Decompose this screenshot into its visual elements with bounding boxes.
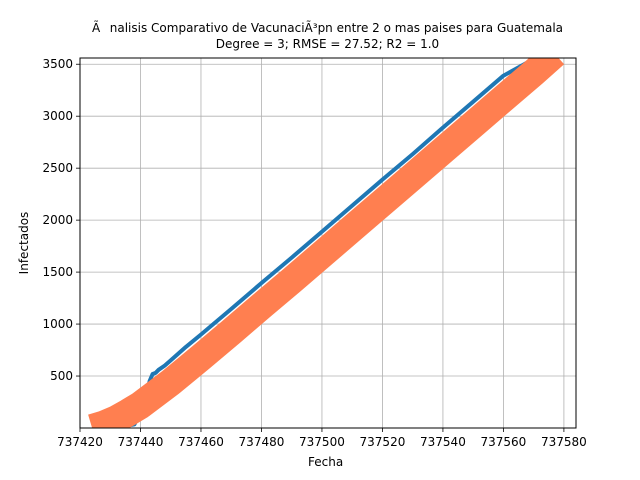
y-axis-label: Infectados [17, 211, 31, 275]
x-tick-label: 737580 [541, 435, 587, 449]
x-tick-label: 737560 [481, 435, 527, 449]
x-tick-label: 737420 [57, 435, 103, 449]
x-tick-label: 737460 [178, 435, 224, 449]
y-tick-label: 1500 [42, 265, 73, 279]
y-tick-label: 2000 [42, 213, 73, 227]
y-tick-label: 3000 [42, 109, 73, 123]
x-tick-label: 737540 [420, 435, 466, 449]
y-tick-label: 2500 [42, 161, 73, 175]
x-tick-label: 737500 [299, 435, 345, 449]
x-axis-label: Fecha [308, 455, 344, 469]
y-tick-label: 1000 [42, 317, 73, 331]
y-tick-label: 3500 [42, 57, 73, 71]
chart-title: Ãnalisis Comparativo de VacunaciÃ³pn en… [91, 21, 564, 35]
chart-subtitle: Degree = 3; RMSE = 27.52; R2 = 1.0 [215, 37, 440, 51]
x-tick-label: 737520 [360, 435, 406, 449]
fitted-series-line [88, 58, 565, 428]
plot-frame [79, 57, 577, 429]
x-tick-label: 737440 [118, 435, 164, 449]
x-tick-label: 737480 [239, 435, 285, 449]
y-tick-label: 500 [50, 369, 73, 383]
